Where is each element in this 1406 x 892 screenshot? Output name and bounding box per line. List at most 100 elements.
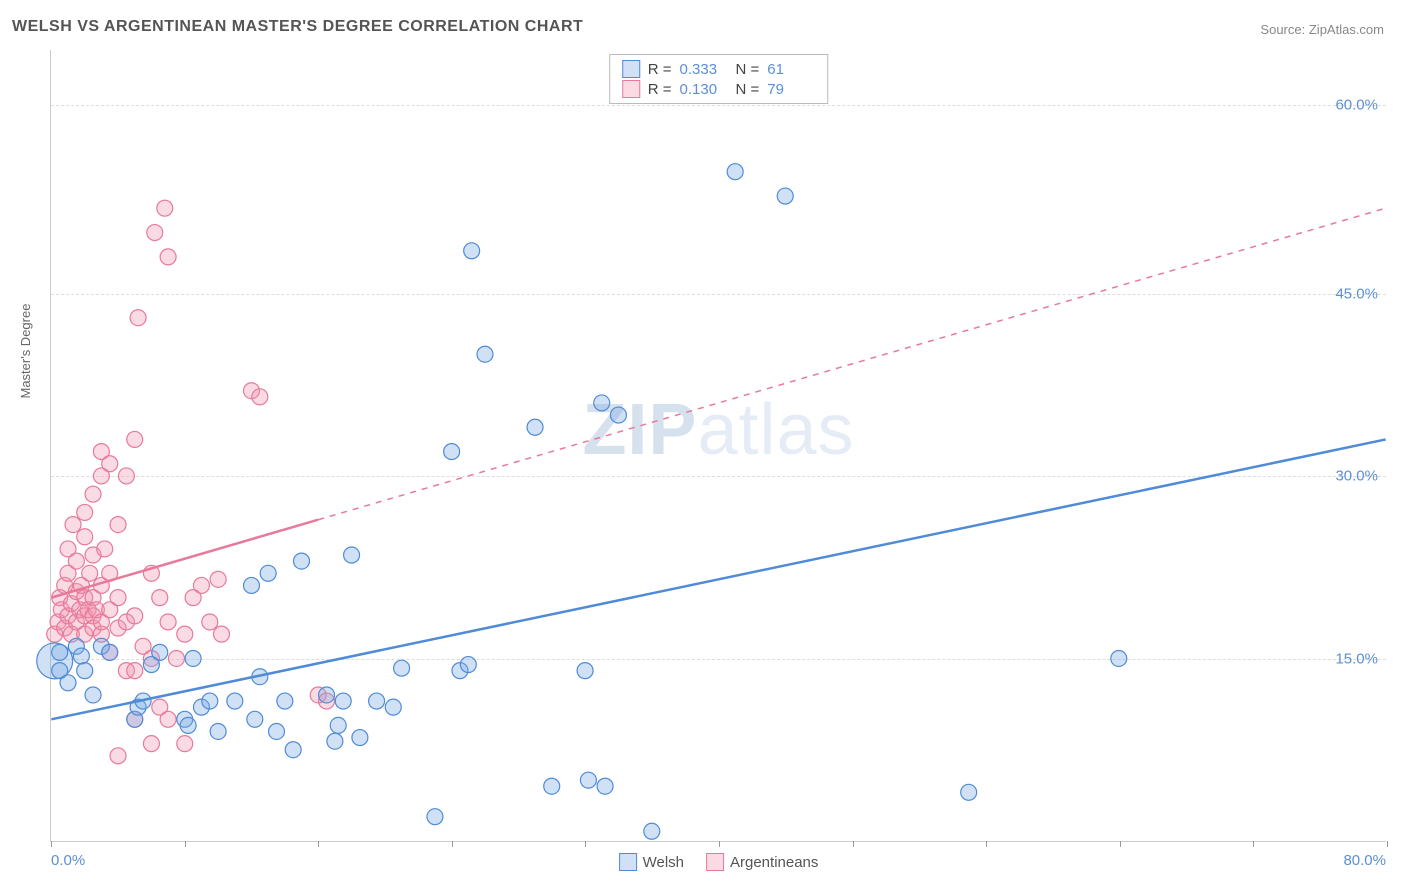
scatter-point	[52, 644, 68, 660]
scatter-point	[77, 663, 93, 679]
scatter-point	[335, 693, 351, 709]
source-label: Source:	[1260, 22, 1305, 37]
scatter-point	[85, 687, 101, 703]
scatter-point	[110, 748, 126, 764]
scatter-point	[68, 553, 84, 569]
scatter-point	[477, 346, 493, 362]
chart-container: WELSH VS ARGENTINEAN MASTER'S DEGREE COR…	[0, 0, 1406, 892]
x-tick	[452, 841, 453, 847]
scatter-point	[160, 249, 176, 265]
legend-item-argentineans: Argentineans	[706, 853, 818, 871]
scatter-point	[110, 590, 126, 606]
x-tick	[318, 841, 319, 847]
x-tick	[853, 841, 854, 847]
scatter-point	[82, 565, 98, 581]
scatter-point	[444, 444, 460, 460]
x-tick	[585, 841, 586, 847]
x-tick	[51, 841, 52, 847]
x-tick	[986, 841, 987, 847]
plot-area: ZIPatlas R = 0.333 N = 61 R = 0.130 N = …	[50, 50, 1386, 842]
x-tick	[1387, 841, 1388, 847]
scatter-point	[460, 657, 476, 673]
x-tick	[185, 841, 186, 847]
scatter-point	[427, 809, 443, 825]
scatter-point	[269, 723, 285, 739]
scatter-point	[247, 711, 263, 727]
scatter-point	[73, 648, 89, 664]
scatter-point	[260, 565, 276, 581]
source-name: ZipAtlas.com	[1309, 22, 1384, 37]
legend-stats-row-welsh: R = 0.333 N = 61	[622, 59, 816, 79]
scatter-point	[344, 547, 360, 563]
scatter-point	[193, 577, 209, 593]
scatter-point	[352, 730, 368, 746]
legend-stats-row-argentineans: R = 0.130 N = 79	[622, 79, 816, 99]
scatter-point	[213, 626, 229, 642]
legend-series: Welsh Argentineans	[619, 853, 819, 871]
scatter-point	[118, 468, 134, 484]
scatter-point	[152, 590, 168, 606]
legend-item-welsh: Welsh	[619, 853, 684, 871]
legend-stats-box: R = 0.333 N = 61 R = 0.130 N = 79	[609, 54, 829, 104]
scatter-point	[277, 693, 293, 709]
scatter-point	[294, 553, 310, 569]
scatter-point	[644, 823, 660, 839]
scatter-point	[464, 243, 480, 259]
plot-svg	[51, 50, 1386, 841]
scatter-point	[110, 517, 126, 533]
chart-title: WELSH VS ARGENTINEAN MASTER'S DEGREE COR…	[12, 18, 583, 36]
scatter-point	[202, 693, 218, 709]
scatter-point	[527, 419, 543, 435]
x-tick	[1120, 841, 1121, 847]
scatter-point	[65, 517, 81, 533]
scatter-point	[252, 389, 268, 405]
scatter-point	[580, 772, 596, 788]
scatter-point	[227, 693, 243, 709]
scatter-point	[177, 626, 193, 642]
scatter-point	[185, 650, 201, 666]
source-attribution: Source: ZipAtlas.com	[1260, 22, 1384, 37]
scatter-point	[77, 529, 93, 545]
scatter-point	[127, 431, 143, 447]
r-value-welsh: 0.333	[680, 61, 728, 78]
scatter-point	[147, 225, 163, 241]
x-tick-label-min: 0.0%	[51, 852, 85, 869]
scatter-point	[961, 784, 977, 800]
scatter-point	[130, 310, 146, 326]
legend-swatch-welsh-bottom	[619, 853, 637, 871]
n-label: N =	[736, 61, 760, 78]
legend-swatch-welsh	[622, 60, 640, 78]
scatter-point	[610, 407, 626, 423]
legend-swatch-argentineans-bottom	[706, 853, 724, 871]
scatter-point	[152, 644, 168, 660]
scatter-point	[177, 736, 193, 752]
scatter-point	[1111, 650, 1127, 666]
x-tick-label-max: 80.0%	[1343, 852, 1386, 869]
r-label: R =	[648, 81, 672, 98]
scatter-point	[168, 650, 184, 666]
scatter-point	[202, 614, 218, 630]
scatter-point	[210, 723, 226, 739]
y-axis-label: Master's Degree	[18, 304, 33, 399]
scatter-point	[85, 486, 101, 502]
scatter-point	[77, 504, 93, 520]
x-tick	[1253, 841, 1254, 847]
scatter-point	[394, 660, 410, 676]
scatter-point	[244, 577, 260, 593]
scatter-point	[160, 711, 176, 727]
legend-label-welsh: Welsh	[643, 854, 684, 871]
scatter-point	[319, 687, 335, 703]
scatter-point	[97, 541, 113, 557]
scatter-point	[60, 675, 76, 691]
r-label: R =	[648, 61, 672, 78]
scatter-point	[330, 717, 346, 733]
n-label: N =	[736, 81, 760, 98]
legend-label-argentineans: Argentineans	[730, 854, 818, 871]
scatter-point	[777, 188, 793, 204]
scatter-point	[727, 164, 743, 180]
scatter-point	[102, 456, 118, 472]
scatter-point	[285, 742, 301, 758]
scatter-point	[544, 778, 560, 794]
scatter-point	[102, 644, 118, 660]
scatter-point	[127, 608, 143, 624]
